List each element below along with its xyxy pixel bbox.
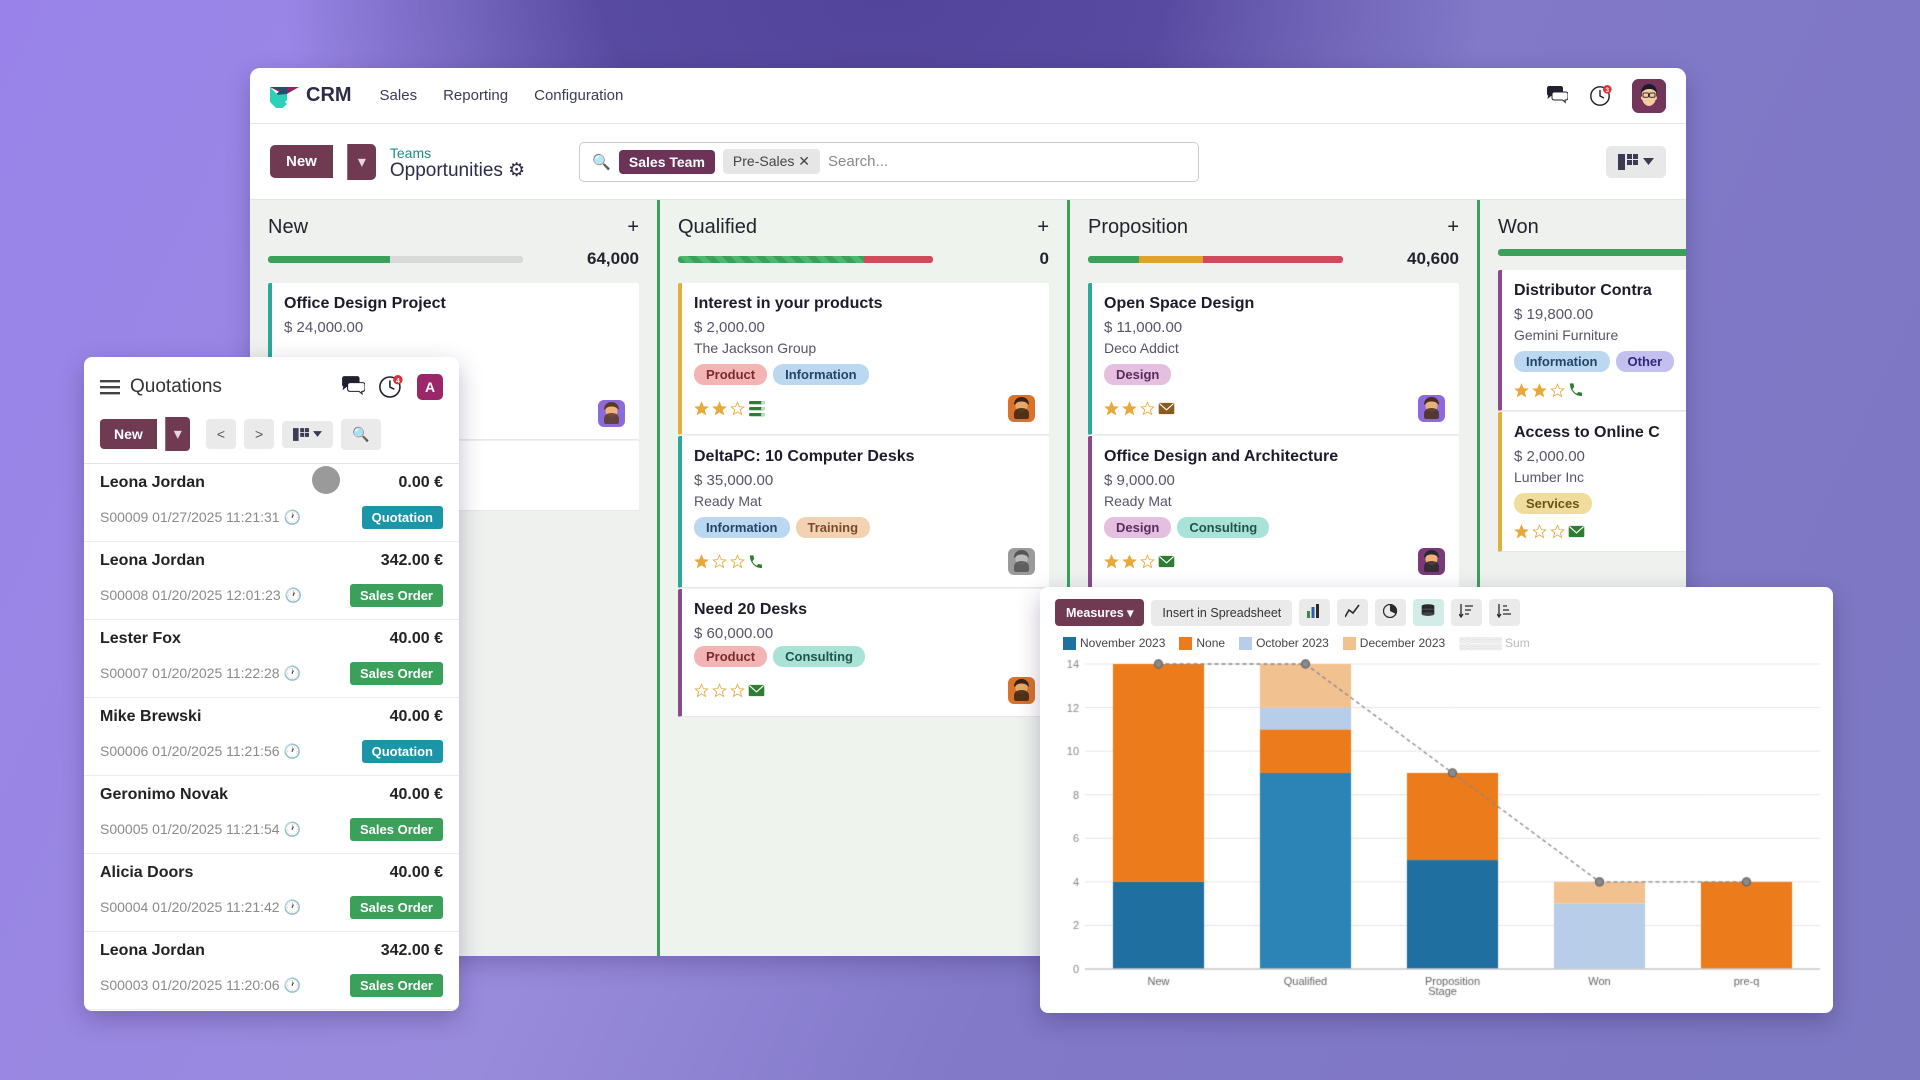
svg-text:3: 3 bbox=[1606, 87, 1610, 94]
svg-text:4: 4 bbox=[396, 378, 400, 385]
